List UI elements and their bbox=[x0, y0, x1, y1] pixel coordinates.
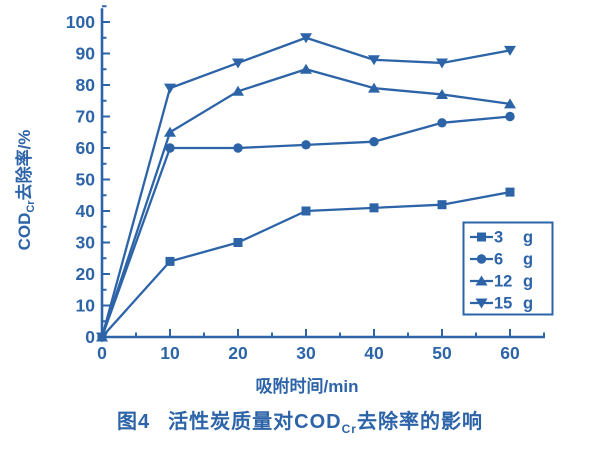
y-tick-label: 60 bbox=[76, 138, 96, 158]
series-marker-15g bbox=[504, 45, 516, 56]
legend-marker-triangle-up bbox=[475, 275, 488, 286]
series-marker-12g bbox=[436, 88, 448, 99]
series-marker-12g bbox=[232, 85, 244, 96]
legend-unit: g bbox=[523, 229, 533, 247]
legend-unit: g bbox=[523, 251, 533, 269]
y-tick-label: 40 bbox=[76, 201, 96, 221]
series-marker-6g bbox=[369, 137, 379, 147]
series-marker-6g bbox=[437, 118, 447, 128]
series-marker-3g bbox=[505, 187, 515, 197]
caption-text-post: 去除率的影响 bbox=[356, 411, 483, 433]
series-marker-15g bbox=[300, 33, 312, 44]
x-tick-label: 40 bbox=[364, 343, 384, 363]
series-marker-15g bbox=[368, 55, 380, 66]
series-marker-12g bbox=[300, 63, 312, 74]
series-marker-3g bbox=[233, 238, 243, 247]
series-marker-3g bbox=[369, 203, 379, 213]
line-chart: 0 10 20 30 40 50 60 70 80 90 100 0 10 20 30 40 50 60 吸附时间/… bbox=[14, 5, 554, 396]
x-tick-label: 0 bbox=[97, 343, 107, 363]
series-marker-6g bbox=[165, 143, 175, 153]
y-tick-label: 20 bbox=[76, 264, 96, 284]
x-axis-title: 吸附时间/min bbox=[256, 376, 359, 396]
x-tick-label: 20 bbox=[228, 343, 248, 363]
legend-unit: g bbox=[523, 295, 533, 313]
y-tick-label: 10 bbox=[76, 296, 96, 316]
legend-marker-triangle-down bbox=[475, 298, 488, 309]
series-marker-3g bbox=[165, 256, 175, 266]
series-marker-15g bbox=[436, 58, 448, 69]
y-tick-label: 90 bbox=[76, 44, 96, 64]
legend-unit: g bbox=[523, 273, 533, 291]
series-marker-15g bbox=[232, 58, 244, 69]
series-marker-12g bbox=[368, 82, 380, 93]
x-tick-label: 50 bbox=[432, 343, 452, 363]
legend-label: 12 bbox=[494, 273, 512, 291]
series-marker-6g bbox=[505, 111, 515, 122]
series-marker-12g bbox=[164, 126, 176, 137]
series-marker-6g bbox=[301, 140, 311, 150]
series-marker-15g bbox=[96, 332, 108, 343]
legend-marker-square bbox=[477, 232, 486, 242]
y-tick-label: 100 bbox=[66, 12, 95, 32]
legend-label: 3 bbox=[494, 229, 503, 247]
caption-text-pre: 活性炭质量对COD bbox=[168, 411, 342, 433]
series-line-15g bbox=[100, 36, 511, 338]
legend-label: 15 bbox=[494, 295, 512, 313]
y-tick-label: 70 bbox=[76, 107, 96, 127]
y-tick-label: 80 bbox=[76, 75, 96, 95]
caption-number: 图4 bbox=[117, 411, 151, 433]
x-tick-label: 60 bbox=[500, 343, 520, 363]
series-marker-12g bbox=[504, 98, 516, 109]
legend-label: 6 bbox=[494, 251, 503, 269]
y-tick-label: 0 bbox=[85, 327, 95, 347]
y-axis-title: CODCr去除率/% bbox=[14, 130, 37, 251]
series-marker-3g bbox=[437, 200, 447, 210]
y-tick-label: 30 bbox=[76, 233, 96, 253]
series-marker-6g bbox=[233, 143, 243, 153]
series-marker-15g bbox=[164, 83, 176, 94]
y-tick-label: 50 bbox=[76, 170, 96, 190]
legend-marker-circle bbox=[476, 254, 487, 264]
figure-caption: 图4 活性炭质量对CODCr去除率的影响 bbox=[0, 405, 600, 436]
caption-subscript: Cr bbox=[341, 422, 357, 436]
x-tick-label: 30 bbox=[296, 343, 316, 363]
x-tick-label: 10 bbox=[160, 343, 180, 363]
series-marker-3g bbox=[301, 206, 311, 216]
